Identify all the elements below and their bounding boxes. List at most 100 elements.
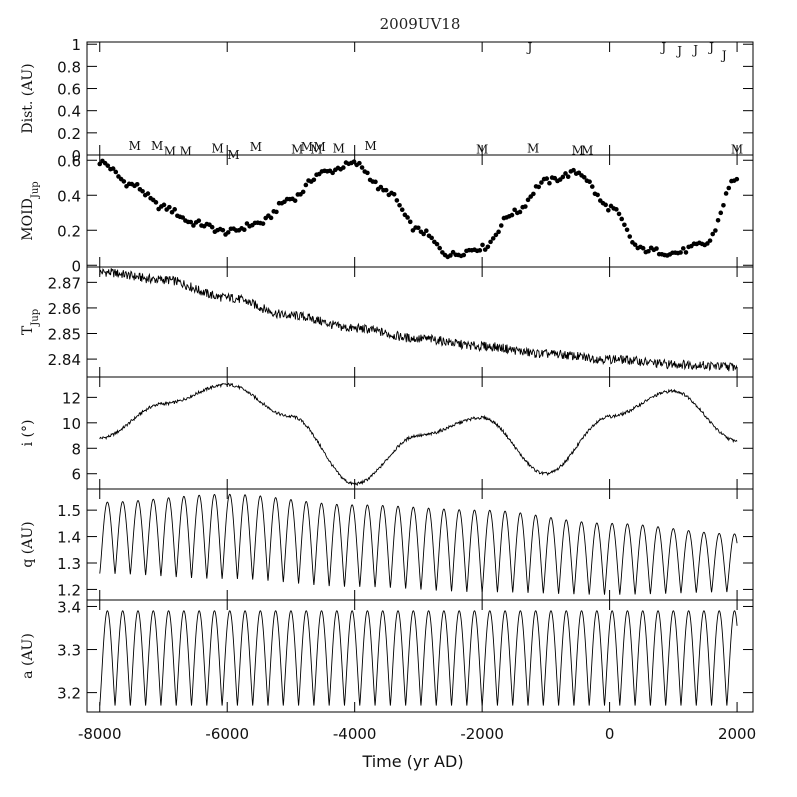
y-tick-label: 0.6	[57, 152, 81, 170]
series-line	[99, 382, 738, 486]
y-tick-label: 1.2	[57, 581, 81, 599]
data-point	[303, 182, 309, 188]
data-point	[121, 179, 127, 184]
data-point	[140, 188, 145, 194]
data-point	[405, 215, 410, 220]
encounter-marker: M	[313, 140, 325, 154]
data-point	[587, 179, 592, 184]
data-point	[498, 223, 504, 228]
data-point	[191, 223, 196, 228]
data-point	[180, 215, 186, 220]
panel-a: 3.2 3.3 3.4 a (AU) -8000 -6000 -4000 -2000 0 2000	[20, 598, 756, 743]
data-point	[448, 253, 453, 258]
data-point	[311, 177, 317, 183]
data-point	[169, 209, 175, 215]
encounter-marker: M	[212, 141, 224, 155]
encounter-marker: M	[151, 139, 163, 153]
data-point	[632, 242, 638, 247]
encounter-marker: J	[675, 44, 682, 58]
data-point	[547, 180, 552, 186]
y-tick-label: 10	[62, 415, 81, 433]
y-tick-label: 0.4	[57, 103, 81, 121]
y-tick-label: 2.84	[48, 351, 81, 369]
data-point	[581, 174, 587, 180]
data-point	[113, 169, 119, 175]
y-tick-label: 3.2	[57, 685, 81, 703]
data-point	[260, 221, 266, 226]
y-tick-label: 0.4	[57, 187, 81, 205]
series-line	[99, 493, 738, 595]
y-tick-label: 3.4	[57, 598, 81, 616]
panel-q: 1.2 1.3 1.4 1.5 q (AU)	[20, 488, 754, 601]
y-axis-label: i (°)	[20, 420, 36, 447]
data-point	[399, 207, 405, 213]
data-point	[97, 161, 103, 167]
data-point	[622, 222, 627, 228]
data-point	[544, 176, 550, 181]
data-point	[485, 244, 491, 250]
y-tick-label: 2.87	[48, 274, 81, 292]
data-point	[734, 176, 740, 182]
data-point	[330, 170, 335, 176]
data-point	[161, 202, 167, 208]
data-point	[300, 189, 306, 195]
data-point	[415, 225, 421, 231]
y-tick-label: 0.2	[57, 125, 81, 143]
data-point	[646, 248, 651, 254]
data-point	[488, 239, 493, 245]
data-point	[710, 231, 716, 237]
encounter-marker: M	[476, 142, 488, 156]
data-point	[209, 224, 215, 230]
data-point	[624, 227, 630, 233]
data-point	[351, 159, 357, 164]
data-point	[616, 211, 622, 217]
data-point	[434, 241, 440, 247]
x-tick-label: 0	[605, 725, 615, 743]
data-point	[383, 187, 389, 193]
y-tick-label: 3.3	[57, 642, 81, 660]
data-point	[397, 202, 402, 208]
data-point	[378, 184, 384, 190]
data-point	[713, 228, 718, 233]
data-point	[341, 165, 346, 170]
encounter-marker: J	[720, 48, 727, 62]
data-point	[274, 209, 279, 215]
encounter-marker: M	[310, 142, 322, 156]
series-line	[99, 610, 738, 706]
data-point	[539, 180, 544, 185]
data-point	[480, 242, 485, 248]
y-axis-label: q (AU)	[20, 521, 36, 567]
data-point	[359, 165, 365, 170]
data-point	[188, 219, 194, 225]
data-point	[509, 212, 515, 218]
encounter-marker: J	[691, 43, 698, 57]
y-tick-label: 1.3	[57, 555, 81, 573]
encounter-marker: M	[164, 145, 176, 159]
data-point	[565, 174, 571, 180]
data-point	[167, 204, 172, 210]
data-point	[225, 230, 231, 235]
data-point	[619, 216, 625, 222]
y-tick-label: 0.6	[57, 81, 81, 99]
y-tick-label: 0	[71, 147, 81, 165]
encounter-marker: J	[526, 41, 533, 55]
y-tick-label: 0.8	[57, 58, 81, 76]
y-axis-label-subscript: Jup	[30, 309, 41, 327]
data-point	[394, 198, 400, 203]
data-point	[105, 163, 111, 168]
data-point	[110, 166, 116, 171]
data-point	[153, 200, 159, 205]
data-point	[654, 246, 659, 251]
data-point	[563, 171, 568, 176]
data-point	[424, 228, 429, 234]
data-point	[536, 184, 542, 190]
data-point	[517, 209, 523, 215]
data-point	[134, 182, 140, 187]
data-point	[595, 192, 600, 198]
y-tick-label: 1.5	[57, 502, 81, 520]
data-point	[525, 197, 531, 203]
data-point	[357, 160, 362, 166]
encounter-marker: M	[301, 140, 313, 154]
data-point	[493, 232, 499, 238]
